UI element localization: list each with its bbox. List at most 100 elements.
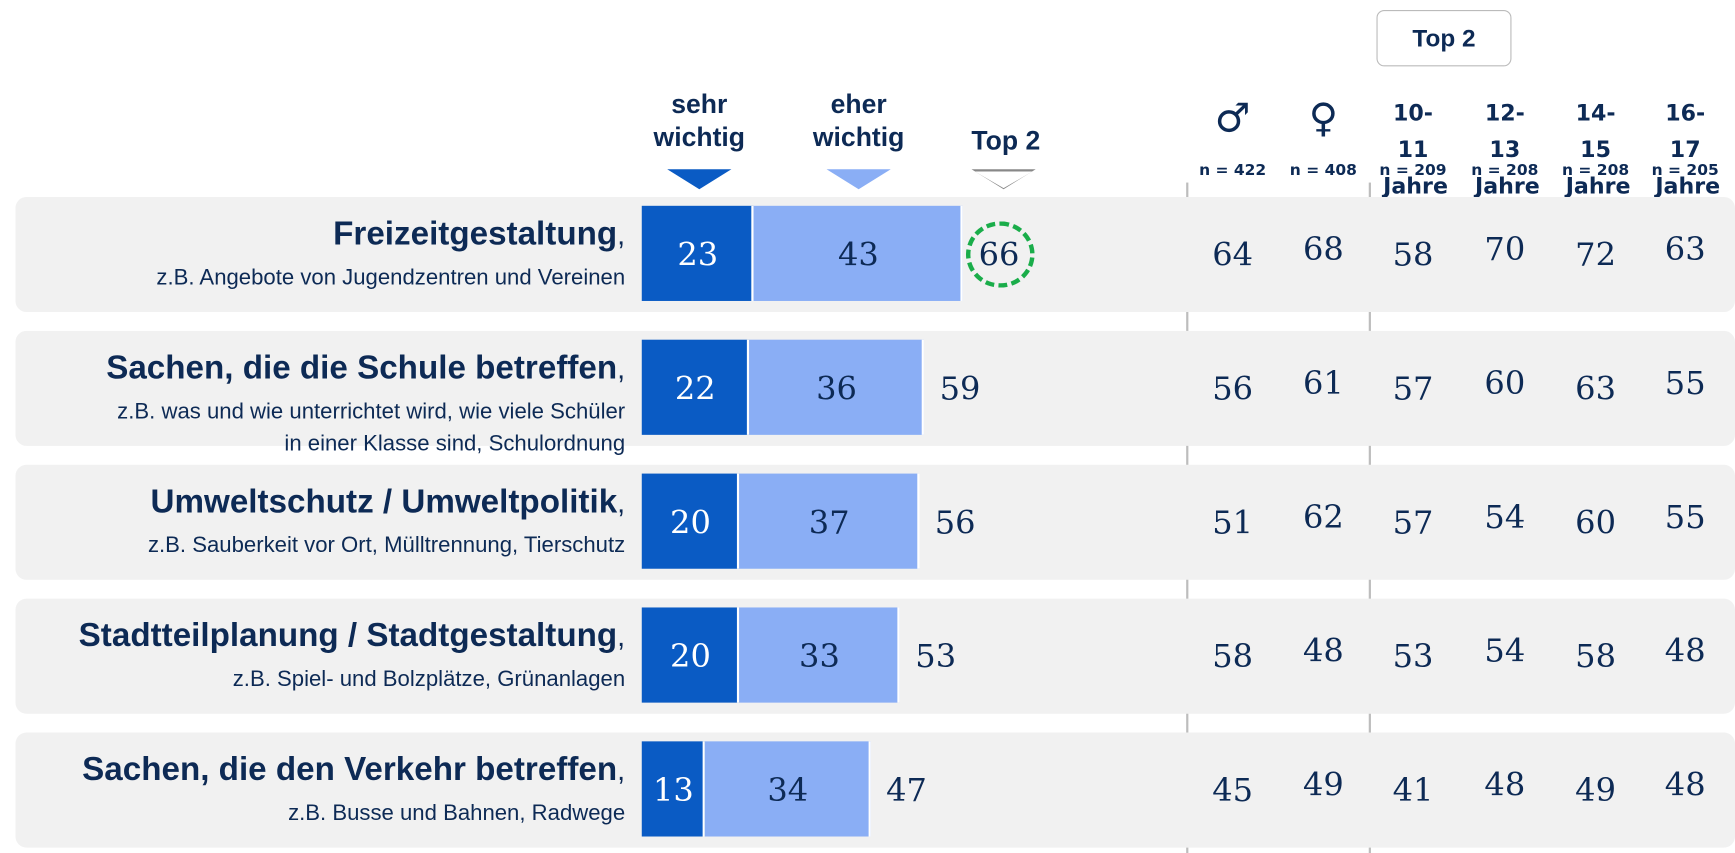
legend-label: eher wichtig [812, 89, 905, 153]
bar [739, 473, 920, 569]
bar [705, 741, 871, 837]
separator: , [617, 753, 626, 787]
bar-label: 33 [799, 637, 840, 675]
table-value: 60 [1575, 503, 1616, 542]
bar-label: 36 [816, 369, 857, 408]
bar [748, 339, 925, 435]
category-title: Umweltschutz / Umweltpolitik [150, 483, 618, 521]
category-heading: Sachen, die die Schule betreffen, [6, 346, 626, 396]
table-value: 53 [1392, 637, 1434, 675]
bar-label: 37 [808, 503, 850, 542]
table-value: 55 [1664, 497, 1706, 536]
bar [641, 607, 740, 703]
table-value: 64 [1212, 235, 1254, 274]
column-n: n = 205 [1651, 161, 1719, 180]
table-value: 54 [1484, 497, 1526, 536]
column-n: n = 422 [1199, 161, 1267, 180]
category-title: Sachen, die den Verkehr betreffen [82, 751, 618, 788]
bar [641, 741, 706, 837]
row-background [15, 732, 1735, 848]
category-label: Sachen, die die Schule betreffen, z.B. wa… [6, 346, 626, 460]
legend-label: sehr wichtig [653, 89, 746, 153]
legend-label: Top 2 [971, 126, 1041, 157]
table-value: 48 [1664, 765, 1706, 804]
bar-label: 20 [670, 637, 711, 675]
column-label: 10-11 Jahre [1383, 99, 1448, 200]
column-n: n = 208 [1471, 161, 1539, 180]
category-description: z.B. Spiel- und Bolzplätze, Grünanlagen [232, 667, 626, 692]
legend-marker [974, 170, 1033, 188]
table-value: 51 [1212, 503, 1254, 542]
bar [641, 473, 740, 569]
table-value: 45 [1212, 771, 1254, 809]
category-title: Stadtteilplanung / Stadtgestaltung [78, 617, 618, 654]
category-label: Freizeitgestaltung, z.B. Angebote von Jug… [6, 212, 626, 294]
table-value: 57 [1392, 503, 1434, 542]
table-value: 62 [1302, 497, 1344, 536]
table-value: 57 [1392, 369, 1434, 408]
table-value: 63 [1575, 369, 1616, 408]
table-header-box [1376, 9, 1512, 67]
bar-label: 13 [652, 771, 694, 809]
column-label: ♂ [1214, 96, 1251, 142]
category-description: z.B. Angebote von Jugendzentren und Vere… [156, 265, 626, 290]
category-label: Umweltschutz / Umweltpolitik, z.B. Sauber… [6, 480, 626, 562]
column-label: 14-15 Jahre [1565, 99, 1631, 200]
separator: , [617, 351, 626, 386]
category-title: Sachen, die die Schule betreffen [106, 349, 618, 387]
column-label: 16-17 Jahre [1655, 99, 1721, 200]
table-value: 41 [1392, 771, 1434, 809]
separator: , [617, 485, 626, 519]
table-value: 58 [1212, 637, 1254, 675]
separator: , [617, 217, 626, 252]
table-value: 49 [1575, 771, 1616, 809]
table-value: 63 [1664, 230, 1706, 268]
category-heading: Stadtteilplanung / Stadtgestaltung, [6, 614, 626, 664]
bar [641, 339, 749, 435]
bar [753, 205, 964, 301]
table-value: 70 [1484, 230, 1526, 268]
table-value: 48 [1664, 631, 1706, 670]
table-value: 48 [1484, 765, 1526, 804]
table-value: 54 [1484, 631, 1526, 670]
legend-marker [667, 169, 732, 190]
total-label: 53 [915, 637, 957, 675]
table-value: 49 [1302, 765, 1344, 804]
column-n: n = 208 [1561, 161, 1630, 180]
category-heading: Sachen, die den Verkehr betreffen, [6, 748, 626, 798]
category-label: Sachen, die den Verkehr betreffen, z.B. B… [6, 748, 626, 830]
bar [739, 607, 900, 703]
table-value: 61 [1302, 364, 1344, 402]
category-description: z.B. Sauberkeit vor Ort, Mülltrennung, T… [147, 533, 626, 558]
table-value: 68 [1302, 230, 1344, 268]
legend-marker [826, 169, 891, 190]
category-title: Freizeitgestaltung [333, 215, 618, 253]
column-label: 12-13 Jahre [1474, 99, 1540, 200]
bar-label: 23 [677, 235, 719, 274]
highlight-circle [966, 221, 1036, 288]
table-value: 55 [1664, 364, 1706, 402]
table-value: 56 [1212, 369, 1254, 408]
table-header-label: Top 2 [1412, 24, 1476, 53]
bar-label: 34 [767, 771, 809, 809]
category-description: z.B. Busse und Bahnen, Radwege [288, 801, 626, 826]
category-label: Stadtteilplanung / Stadtgestaltung, z.B. … [6, 614, 626, 696]
bar [641, 205, 754, 301]
separator: , [617, 619, 626, 653]
table-value: 48 [1302, 631, 1344, 670]
table-value: 60 [1484, 364, 1526, 402]
category-heading: Freizeitgestaltung, [6, 212, 626, 262]
bar-label: 20 [670, 503, 711, 542]
bar-label: 43 [837, 235, 879, 274]
table-value: 72 [1575, 235, 1616, 274]
table-value: 58 [1575, 637, 1616, 675]
category-description: z.B. was und wie unterrichtet wird, wie … [117, 399, 626, 456]
table-value: 58 [1392, 235, 1434, 274]
category-heading: Umweltschutz / Umweltpolitik, [6, 480, 626, 530]
total-label: 47 [886, 771, 927, 809]
column-label: ♀ [1308, 96, 1338, 142]
column-n: n = 408 [1289, 161, 1357, 180]
column-n: n = 209 [1379, 161, 1447, 180]
total-label: 59 [939, 369, 981, 408]
